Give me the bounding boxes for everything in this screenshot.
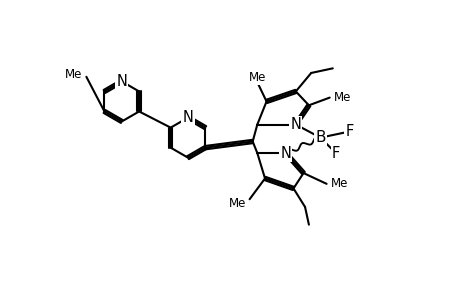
Text: N: N [280, 146, 291, 160]
Text: N: N [290, 117, 301, 132]
Text: Me: Me [334, 91, 351, 104]
Text: Me: Me [330, 177, 348, 190]
Text: Me: Me [229, 196, 246, 210]
Text: N: N [182, 110, 193, 125]
Text: N: N [116, 74, 127, 89]
Text: F: F [331, 146, 339, 160]
Text: B: B [314, 130, 325, 145]
Text: F: F [345, 124, 353, 139]
Text: Me: Me [65, 68, 82, 81]
Text: Me: Me [248, 71, 265, 84]
